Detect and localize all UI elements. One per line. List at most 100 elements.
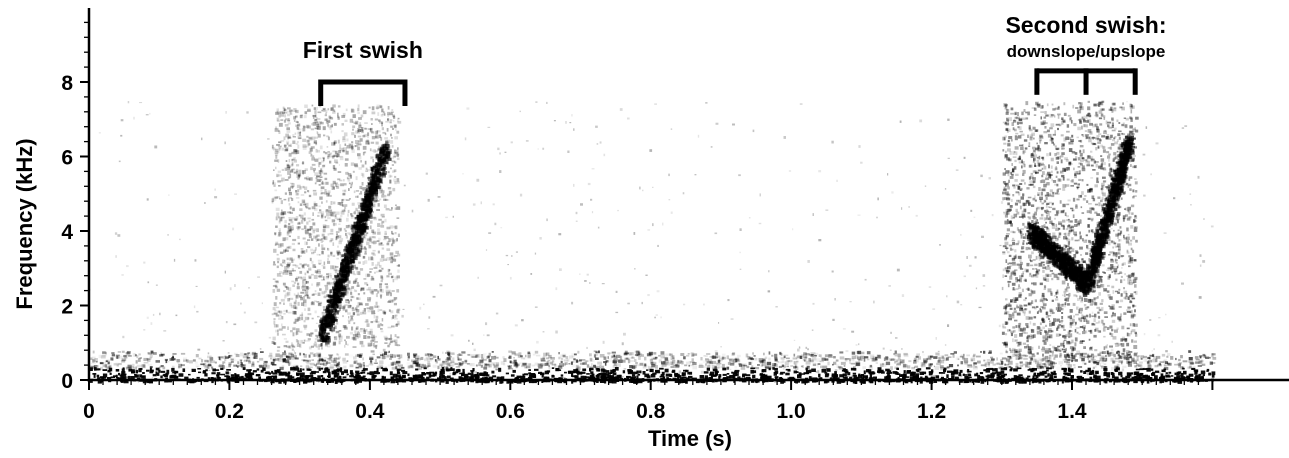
baseline-speck [252, 351, 256, 355]
baseline-speck [783, 355, 786, 358]
haze-speck [277, 145, 282, 148]
baseline-speck [258, 376, 261, 380]
baseline-speck [256, 368, 260, 371]
baseline-speck [1026, 362, 1032, 365]
haze-speck [384, 283, 388, 285]
baseline-speck [190, 379, 193, 383]
baseline-speck [665, 373, 671, 377]
baseline-speck [426, 358, 431, 361]
haze-speck [317, 211, 322, 214]
baseline-speck [913, 359, 917, 362]
baseline-speck [784, 361, 789, 365]
baseline-speck [274, 369, 279, 373]
haze-speck [375, 200, 380, 202]
baseline-speck [288, 352, 293, 355]
baseline-speck [878, 369, 881, 374]
baseline-speck [856, 351, 859, 354]
baseline-speck [1182, 368, 1185, 370]
noise-speck [1050, 362, 1053, 366]
noise-speck [831, 270, 834, 273]
haze-speck [283, 345, 288, 348]
baseline-speck [1039, 365, 1044, 368]
baseline-speck [631, 376, 636, 379]
haze-speck [335, 236, 338, 241]
baseline-speck [508, 355, 512, 359]
haze-speck [346, 290, 349, 294]
haze-speck [322, 107, 326, 112]
haze-speck [356, 285, 360, 287]
baseline-speck [475, 364, 478, 367]
haze-speck [391, 145, 394, 148]
haze-speck [299, 186, 302, 189]
haze-speck [315, 117, 318, 121]
noise-speck [229, 287, 232, 291]
baseline-speck [464, 376, 469, 380]
baseline-speck [714, 366, 717, 370]
baseline-speck [760, 375, 765, 380]
baseline-speck [745, 374, 751, 377]
baseline-speck [600, 375, 603, 378]
haze-speck [286, 164, 290, 168]
haze-speck [295, 278, 298, 282]
noise-speck [327, 247, 329, 250]
baseline-speck [380, 365, 384, 369]
baseline-speck [619, 355, 623, 360]
baseline-speck [1138, 376, 1143, 380]
haze-speck [395, 250, 399, 254]
baseline-speck [613, 355, 615, 358]
baseline-speck [958, 372, 962, 376]
haze-speck [334, 325, 337, 330]
haze-speck [293, 293, 296, 296]
baseline-speck [906, 371, 911, 374]
baseline-speck [563, 359, 569, 362]
baseline-speck [359, 376, 363, 381]
baseline-speck [374, 362, 378, 364]
haze-speck [382, 131, 386, 134]
baseline-speck [141, 364, 146, 368]
noise-speck [621, 342, 624, 346]
baseline-speck [411, 365, 414, 369]
baseline-speck [416, 377, 419, 380]
haze-speck [388, 309, 391, 312]
noise-speck [1106, 344, 1108, 346]
baseline-speck [395, 366, 398, 370]
haze-speck [302, 279, 305, 284]
noise-speck [864, 278, 867, 281]
haze-speck [282, 112, 285, 114]
noise-speck [1123, 352, 1126, 355]
haze-speck [388, 269, 391, 271]
haze-speck [293, 149, 297, 153]
noise-speck [133, 366, 136, 370]
noise-speck [901, 294, 905, 297]
baseline-speck [755, 379, 758, 384]
baseline-speck [970, 357, 976, 362]
haze-speck [352, 114, 356, 118]
haze-speck [375, 135, 379, 139]
haze-speck [356, 305, 360, 308]
baseline-speck [1163, 364, 1167, 367]
baseline-speck [326, 368, 330, 373]
baseline-speck [216, 374, 220, 379]
haze-speck [300, 214, 304, 219]
noise-speck [795, 366, 798, 368]
haze-speck [389, 209, 393, 211]
baseline-speck [677, 360, 683, 363]
baseline-speck [231, 376, 237, 379]
haze-speck [369, 225, 372, 230]
noise-speck [313, 141, 316, 143]
noise-speck [357, 131, 361, 134]
noise-speck [730, 318, 734, 320]
baseline-speck [824, 373, 829, 378]
haze-speck [293, 171, 297, 174]
haze-speck [296, 226, 300, 229]
haze-speck [304, 191, 307, 194]
haze-speck [291, 259, 294, 263]
haze-speck [350, 108, 354, 113]
haze-speck [286, 264, 290, 267]
haze-speck [291, 170, 294, 173]
haze-speck [382, 310, 386, 314]
baseline-speck [136, 364, 142, 368]
haze-speck [330, 275, 332, 279]
baseline-speck [599, 354, 605, 358]
baseline-speck [909, 372, 914, 376]
